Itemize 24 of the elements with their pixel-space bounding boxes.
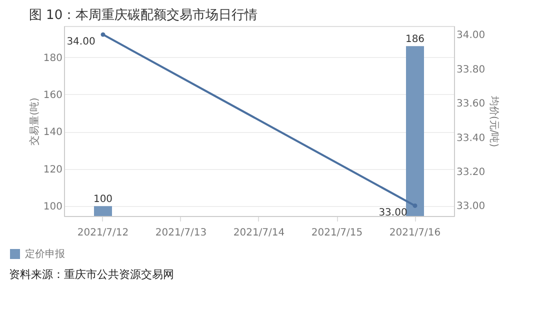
y-tick-label: 160	[43, 90, 62, 101]
legend-label: 定价申报	[25, 248, 65, 260]
x-tick-label: 2021/7/14	[233, 228, 285, 238]
y2-tick-label: 33.80	[456, 64, 486, 76]
x-tick-label: 2021/7/12	[77, 228, 129, 238]
y2-tick-label: 34.00	[456, 30, 486, 42]
y-tick-label: 180	[43, 52, 62, 64]
y-tick-label: 100	[43, 202, 62, 213]
text: 资料来源：重庆市公共资源交易网	[9, 268, 174, 281]
y2-axis-title: 均价(元/吨)	[488, 94, 500, 148]
y2-tick-label: 33.60	[456, 98, 486, 110]
x-tick-label: 2021/7/16	[389, 228, 441, 238]
y-tick-label: 120	[43, 164, 62, 176]
x-tick-label: 2021/7/15	[311, 228, 363, 238]
data-label: 100	[93, 194, 113, 206]
y-tick-label: 140	[43, 127, 62, 138]
chart-title: 图 10：本周重庆碳配额交易市场日行情	[28, 7, 258, 23]
y2-tick-label: 33.40	[456, 132, 486, 144]
data-label: 34.00	[66, 36, 96, 48]
data-label: 186	[405, 34, 425, 46]
y-axis-title: 交易量(吨)	[28, 98, 40, 146]
y2-tick-label: 33.20	[456, 166, 486, 178]
x-tick-label: 2021/7/13	[155, 228, 207, 238]
y2-tick-label: 33.00	[456, 201, 486, 212]
